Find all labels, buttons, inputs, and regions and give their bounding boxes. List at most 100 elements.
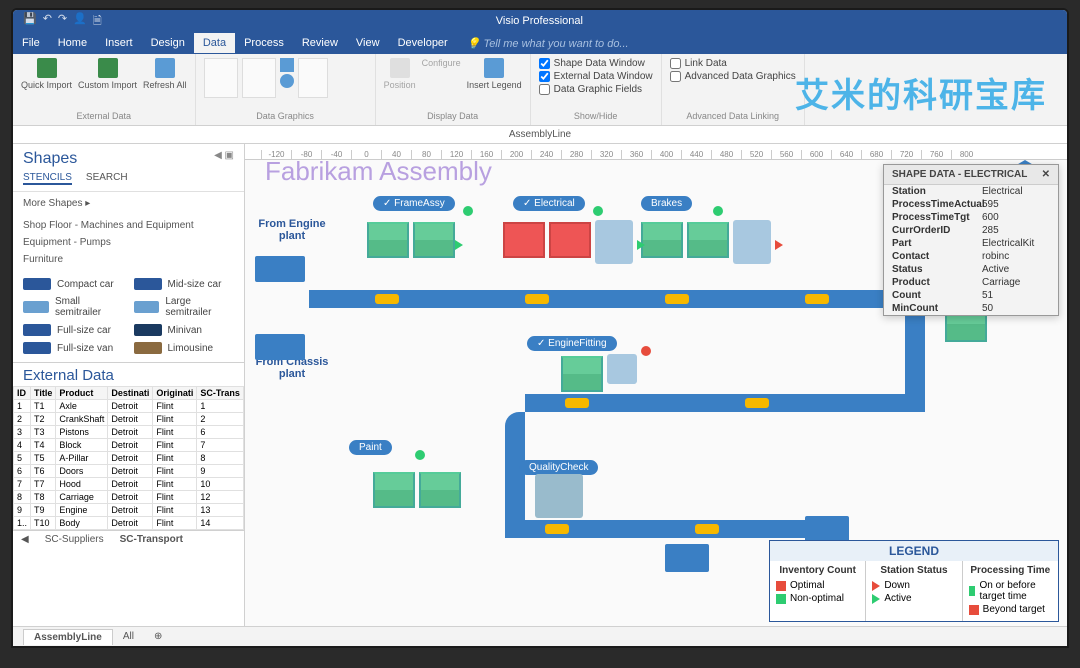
shape-item[interactable]: Limousine <box>134 342 235 354</box>
shape-data-row: CurrOrderID285 <box>884 224 1058 237</box>
table-row[interactable]: 8T8CarriageDetroitFlint12 <box>14 491 244 504</box>
chk-shape-data-window[interactable]: Shape Data Window <box>539 58 645 69</box>
shapes-tab-search[interactable]: SEARCH <box>86 172 128 185</box>
chk-external-data-window[interactable]: External Data Window <box>539 71 653 82</box>
table-row[interactable]: 1..T10BodyDetroitFlint14 <box>14 517 244 530</box>
shape-data-row: Contactrobinc <box>884 250 1058 263</box>
flag-icon <box>455 240 463 250</box>
ext-tab[interactable]: SC-Suppliers <box>37 531 112 548</box>
document-name-bar: AssemblyLine <box>13 126 1067 144</box>
quick-import-button[interactable]: Quick Import <box>21 58 72 90</box>
external-data-table[interactable]: IDTitleProductDestinatiOriginatiSC-Trans… <box>13 386 244 530</box>
chk-link-data[interactable]: Link Data <box>670 58 727 69</box>
page-tab[interactable]: AssemblyLine <box>23 629 113 645</box>
user-icon[interactable]: 👤 <box>73 12 87 31</box>
pallet <box>373 472 415 508</box>
page-tab[interactable]: All <box>113 629 144 644</box>
chk-data-graphic-fields[interactable]: Data Graphic Fields <box>539 84 642 95</box>
table-row[interactable]: 5T5A-PillarDetroitFlint8 <box>14 452 244 465</box>
station-label[interactable]: QualityCheck <box>519 460 598 475</box>
status-dot <box>463 206 473 216</box>
redo-icon[interactable]: ↷ <box>58 12 67 31</box>
tab-home[interactable]: Home <box>49 33 96 53</box>
add-page-icon[interactable]: ⊕ <box>144 629 172 644</box>
stencil-item[interactable]: Furniture <box>23 251 234 268</box>
refresh-all-button[interactable]: Refresh All <box>143 58 187 90</box>
custom-import-button[interactable]: Custom Import <box>78 58 137 90</box>
ribbon-external-data: Quick Import Custom Import Refresh All E… <box>13 54 196 125</box>
table-row[interactable]: 2T2CrankShaftDetroitFlint2 <box>14 413 244 426</box>
shape-item[interactable]: Small semitrailer <box>23 296 124 318</box>
pallet <box>503 222 545 258</box>
shape-data-row: ProcessTimeTgt600 <box>884 211 1058 224</box>
shape-item[interactable]: Minivan <box>134 324 235 336</box>
car-icon <box>665 294 689 304</box>
station-label[interactable]: ✓ FrameAssy <box>373 196 455 211</box>
tab-review[interactable]: Review <box>293 33 347 53</box>
ext-tab[interactable]: SC-Transport <box>112 531 191 548</box>
chevron-left-icon[interactable]: ◀ <box>13 531 37 548</box>
shape-item[interactable]: Mid-size car <box>134 278 235 290</box>
tell-me[interactable]: 💡 Tell me what you want to do... <box>457 37 629 50</box>
shape-item[interactable]: Compact car <box>23 278 124 290</box>
shape-item[interactable]: Full-size van <box>23 342 124 354</box>
table-row[interactable]: 3T3PistonsDetroitFlint6 <box>14 426 244 439</box>
car-icon <box>525 294 549 304</box>
conveyor <box>309 290 939 308</box>
shape-data-window[interactable]: SHAPE DATA - ELECTRICAL✕ StationElectric… <box>883 164 1059 316</box>
truck-icon <box>255 334 305 360</box>
drawing-canvas[interactable]: Fabrikam Assembly Back to home From Engi… <box>245 160 1067 626</box>
status-bar: AssemblyLine All ⊕ <box>13 626 1067 646</box>
tab-design[interactable]: Design <box>142 33 194 53</box>
pallet <box>367 222 409 258</box>
shapes-tab-stencils[interactable]: STENCILS <box>23 172 72 185</box>
undo-icon[interactable]: ↶ <box>43 12 52 31</box>
tab-insert[interactable]: Insert <box>96 33 142 53</box>
station-label[interactable]: Brakes <box>641 196 692 211</box>
station-label[interactable]: Paint <box>349 440 392 455</box>
page-title: Fabrikam Assembly <box>265 160 492 187</box>
save-icon[interactable]: 💾 <box>23 12 37 31</box>
tab-data[interactable]: Data <box>194 33 235 53</box>
doc-icon[interactable]: 🗎 <box>93 12 102 31</box>
truck-icon <box>255 256 305 282</box>
table-row[interactable]: 7T7HoodDetroitFlint10 <box>14 478 244 491</box>
flag-icon <box>637 240 645 250</box>
pallet <box>641 222 683 258</box>
pallet <box>561 356 603 392</box>
configure-button: Configure <box>422 58 461 68</box>
tab-view[interactable]: View <box>347 33 389 53</box>
station-label[interactable]: ✓ EngineFitting <box>527 336 617 351</box>
car-icon <box>375 294 399 304</box>
legend-title: LEGEND <box>770 541 1058 561</box>
ribbon-display-data: Position Configure Insert Legend Display… <box>376 54 531 125</box>
car-icon <box>745 398 769 408</box>
machine-3d <box>733 220 771 264</box>
tab-developer[interactable]: Developer <box>389 33 457 53</box>
external-data-panel: External Data IDTitleProductDestinatiOri… <box>13 362 244 548</box>
collapse-icon[interactable]: ◀ ▣ <box>214 150 234 168</box>
table-row[interactable]: 4T4BlockDetroitFlint7 <box>14 439 244 452</box>
chk-advanced-data-graphics[interactable]: Advanced Data Graphics <box>670 71 796 82</box>
tab-process[interactable]: Process <box>235 33 293 53</box>
ruler-horizontal: -120-80-40040801201602002402803203604004… <box>245 144 1067 160</box>
ribbon-advanced-linking: Link Data Advanced Data Graphics Advance… <box>662 54 805 125</box>
stencil-item[interactable]: Equipment - Pumps <box>23 234 234 251</box>
more-shapes[interactable]: More Shapes ▸ <box>13 192 244 215</box>
shape-item[interactable]: Full-size car <box>23 324 124 336</box>
close-icon[interactable]: ✕ <box>1042 169 1050 180</box>
table-row[interactable]: 9T9EngineDetroitFlint13 <box>14 504 244 517</box>
table-row[interactable]: 6T6DoorsDetroitFlint9 <box>14 465 244 478</box>
table-row[interactable]: 1T1AxleDetroitFlint1 <box>14 400 244 413</box>
stencil-item[interactable]: Shop Floor - Machines and Equipment <box>23 217 234 234</box>
ribbon-data-graphics: Data Graphics <box>196 54 376 125</box>
car-icon <box>805 294 829 304</box>
shape-item[interactable]: Large semitrailer <box>134 296 235 318</box>
station-label[interactable]: ✓ Electrical <box>513 196 585 211</box>
source-engine-label: From Engine plant <box>247 218 337 242</box>
insert-legend-button[interactable]: Insert Legend <box>467 58 522 90</box>
app-title: Visio Professional <box>112 15 967 27</box>
shape-data-row: StationElectrical <box>884 185 1058 198</box>
car-icon <box>695 524 719 534</box>
tab-file[interactable]: File <box>13 33 49 53</box>
